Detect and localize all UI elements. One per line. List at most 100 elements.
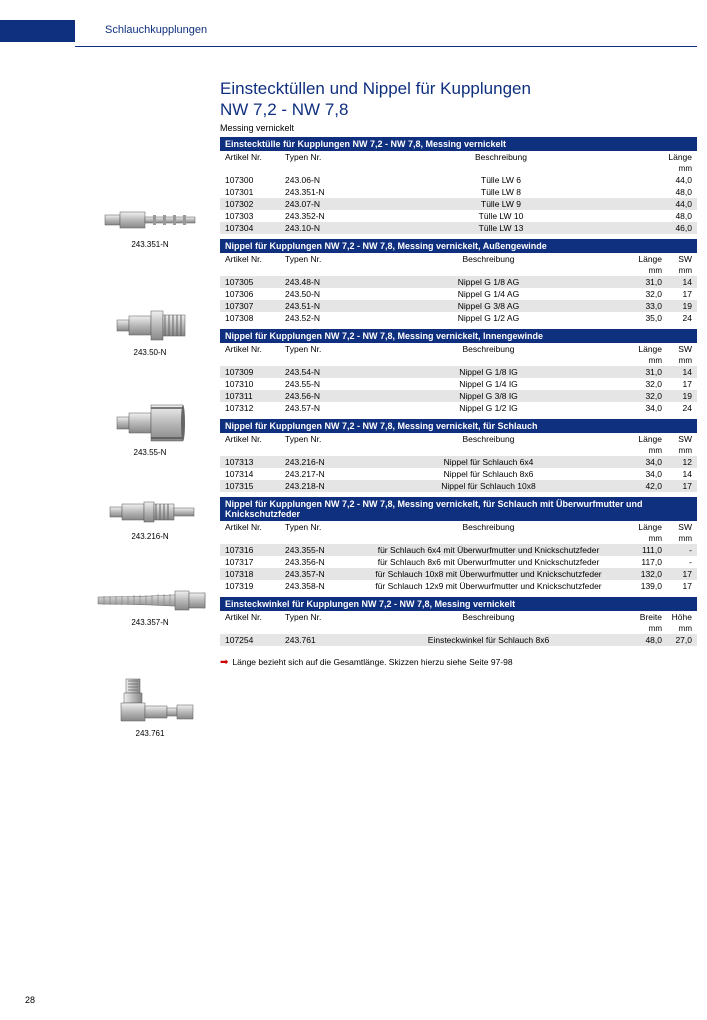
section-head: Einsteckwinkel für Kupplungen NW 7,2 - N… [220, 597, 697, 611]
col-header: Länge [622, 434, 662, 444]
cell: Nippel G 1/2 IG [355, 403, 622, 413]
col-header: Beschreibung [355, 152, 647, 162]
cell: für Schlauch 12x9 mit Überwurfmutter und… [355, 581, 622, 591]
cell: 44,0 [647, 199, 692, 209]
cell: 243.761 [285, 635, 355, 645]
cell: 17 [662, 289, 692, 299]
unit-row: mmmm [220, 623, 697, 634]
unit-cell [285, 534, 355, 543]
section-s6: Einsteckwinkel für Kupplungen NW 7,2 - N… [220, 597, 697, 646]
cell: Tülle LW 13 [355, 223, 647, 233]
cell: 107306 [225, 289, 285, 299]
unit-cell [225, 164, 285, 173]
section-s1: Einstecktülle für Kupplungen NW 7,2 - NW… [220, 137, 697, 234]
cell: 24 [662, 313, 692, 323]
cell: 17 [662, 481, 692, 491]
col-header: Artikel Nr. [225, 522, 285, 532]
cell: Tülle LW 10 [355, 211, 647, 221]
cell: Tülle LW 8 [355, 187, 647, 197]
cell: Nippel G 1/8 IG [355, 367, 622, 377]
cell: 107302 [225, 199, 285, 209]
table-row: 107315243.218-NNippel für Schlauch 10x84… [220, 480, 697, 492]
unit-cell: mm [662, 446, 692, 455]
cell: 19 [662, 391, 692, 401]
unit-row: mmmm [220, 445, 697, 456]
unit-cell: mm [662, 266, 692, 275]
table-row: 107308243.52-NNippel G 1/2 AG35,024 [220, 312, 697, 324]
cell: Tülle LW 9 [355, 199, 647, 209]
cell: 31,0 [622, 277, 662, 287]
col-header: Beschreibung [355, 612, 622, 622]
cell: 17 [662, 581, 692, 591]
note-text: Länge bezieht sich auf die Gesamtlänge. … [232, 657, 512, 667]
cell: 107317 [225, 557, 285, 567]
cell: 111,0 [622, 545, 662, 555]
col-header: Länge [622, 522, 662, 532]
product-image-s4: 243.216-N [90, 492, 210, 541]
image-caption: 243.357-N [90, 618, 210, 627]
cell: 34,0 [622, 469, 662, 479]
section-head: Nippel für Kupplungen NW 7,2 - NW 7,8, M… [220, 329, 697, 343]
cell: 17 [662, 569, 692, 579]
unit-cell [285, 446, 355, 455]
cell: Nippel für Schlauch 10x8 [355, 481, 622, 491]
unit-cell: mm [622, 534, 662, 543]
unit-cell [225, 356, 285, 365]
section-s5: Nippel für Kupplungen NW 7,2 - NW 7,8, M… [220, 497, 697, 592]
section-head: Nippel für Kupplungen NW 7,2 - NW 7,8, M… [220, 497, 697, 521]
cell: 46,0 [647, 223, 692, 233]
unit-cell: mm [662, 356, 692, 365]
section-head: Nippel für Kupplungen NW 7,2 - NW 7,8, M… [220, 239, 697, 253]
image-caption: 243.761 [90, 729, 210, 738]
cell: 14 [662, 277, 692, 287]
header-title: Schlauchkupplungen [105, 24, 207, 36]
cell: 48,0 [622, 635, 662, 645]
unit-row: mmmm [220, 265, 697, 276]
cell: 243.50-N [285, 289, 355, 299]
unit-cell: mm [622, 624, 662, 633]
cell: 243.48-N [285, 277, 355, 287]
cell: 243.56-N [285, 391, 355, 401]
unit-cell [285, 164, 355, 173]
section-s3: Nippel für Kupplungen NW 7,2 - NW 7,8, M… [220, 329, 697, 414]
cell: 243.57-N [285, 403, 355, 413]
cell: 27,0 [662, 635, 692, 645]
col-header: Länge [647, 152, 692, 162]
col-header: SW [662, 434, 692, 444]
cell: - [662, 545, 692, 555]
cell: 243.55-N [285, 379, 355, 389]
cell: 14 [662, 367, 692, 377]
col-header: Beschreibung [355, 344, 622, 354]
table-header: Artikel Nr.Typen Nr.BeschreibungLängeSW [220, 253, 697, 265]
table-header: Artikel Nr.Typen Nr.BeschreibungLängeSW [220, 521, 697, 533]
cell: 107309 [225, 367, 285, 377]
cell: 34,0 [622, 403, 662, 413]
arrow-icon: ➡ [220, 657, 228, 668]
cell: 32,0 [622, 391, 662, 401]
cell: 139,0 [622, 581, 662, 591]
cell: 19 [662, 301, 692, 311]
unit-cell [225, 624, 285, 633]
cell: Nippel G 3/8 AG [355, 301, 622, 311]
cell: 243.54-N [285, 367, 355, 377]
cell: 132,0 [622, 569, 662, 579]
cell: 243.52-N [285, 313, 355, 323]
cell: 35,0 [622, 313, 662, 323]
unit-cell [355, 356, 622, 365]
cell: 107300 [225, 175, 285, 185]
cell: 107313 [225, 457, 285, 467]
unit-row: mm [220, 163, 697, 174]
table-row: 107311243.56-NNippel G 3/8 IG32,019 [220, 390, 697, 402]
table-row: 107307243.51-NNippel G 3/8 AG33,019 [220, 300, 697, 312]
cell: 107311 [225, 391, 285, 401]
unit-cell [355, 266, 622, 275]
cell: 243.10-N [285, 223, 355, 233]
cell: 107254 [225, 635, 285, 645]
cell: 107310 [225, 379, 285, 389]
cell: 243.216-N [285, 457, 355, 467]
table-row: 107310243.55-NNippel G 1/4 IG32,017 [220, 378, 697, 390]
col-header: Artikel Nr. [225, 254, 285, 264]
table-row: 107304243.10-NTülle LW 1346,0 [220, 222, 697, 234]
cell: 243.51-N [285, 301, 355, 311]
table-row: 107303243.352-NTülle LW 1048,0 [220, 210, 697, 222]
